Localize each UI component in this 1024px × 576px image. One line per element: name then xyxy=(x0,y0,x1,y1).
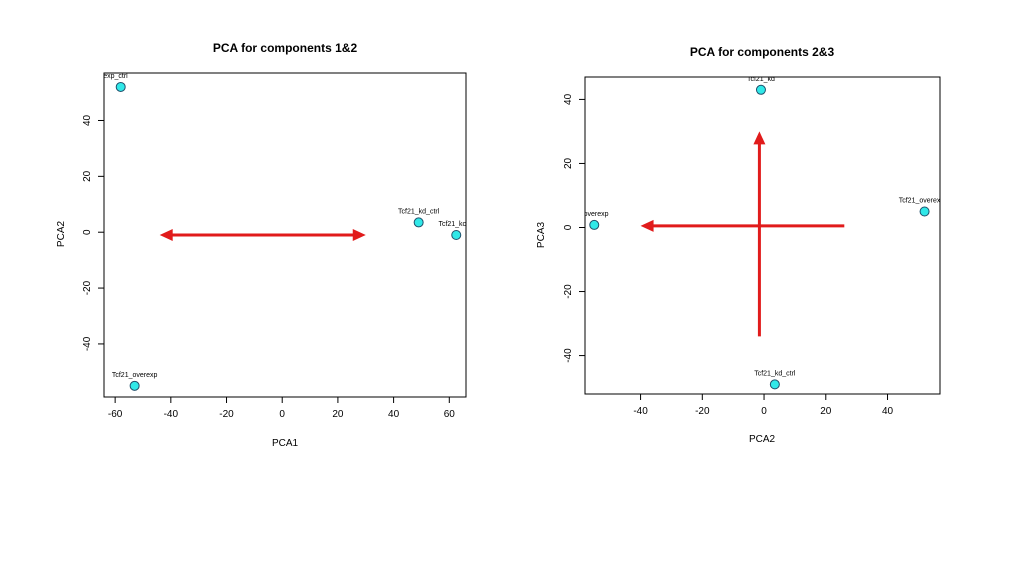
y-axis: -40 -20 0 20 40 xyxy=(563,93,585,363)
point-label: Tcf21_overex xyxy=(899,197,941,204)
point-labels: 21_overexp Tcf21_kd Tcf21_overex Tcf21_kd_c… xyxy=(572,76,941,377)
x-axis: -40 -20 0 20 40 xyxy=(633,394,894,417)
annotation-arrows xyxy=(640,131,845,337)
point-label: _overexp_ctrl xyxy=(85,73,128,80)
y-tick-label: 20 xyxy=(82,170,93,182)
pca-panel-2-3: PCA for components 2&3 PCA2 PCA3 -40 -20 0… xyxy=(536,45,941,445)
y-axis-label: PCA2 xyxy=(56,221,67,248)
pca-panel-1-2: PCA for components 1&2 PCA1 PCA2 -60 -40-… xyxy=(56,41,467,449)
plot-frame xyxy=(103,72,467,398)
data-point xyxy=(129,380,140,391)
x-tick-label: -40 xyxy=(164,409,179,420)
data-points xyxy=(115,81,462,391)
arrow-head xyxy=(352,229,366,241)
arrow-head xyxy=(753,131,766,145)
point-label: Tcf21_kd_ctrl xyxy=(754,370,796,377)
data-point xyxy=(589,219,600,230)
point-label: Tcf21_kd xyxy=(747,76,775,83)
y-axis-label: PCA3 xyxy=(536,222,547,249)
x-tick-label: -60 xyxy=(108,409,123,420)
y-tick-label: 40 xyxy=(563,93,574,105)
chart-title: PCA for components 2&3 xyxy=(690,45,835,59)
x-axis-label: PCA1 xyxy=(272,438,299,449)
data-point xyxy=(115,81,126,92)
x-axis: -60 -40 -20 0 20 40 60 xyxy=(108,397,455,420)
y-tick-label: 0 xyxy=(82,229,93,235)
x-axis-label: PCA2 xyxy=(749,434,776,445)
point-label: Tcf21_overexp xyxy=(112,372,158,379)
x-tick-label: 40 xyxy=(882,406,894,417)
data-points xyxy=(589,84,930,390)
y-tick-label: -40 xyxy=(563,348,574,363)
data-point xyxy=(919,206,930,217)
x-tick-label: 0 xyxy=(279,409,285,420)
y-tick-label: -40 xyxy=(82,336,93,351)
x-tick-label: 20 xyxy=(820,406,832,417)
point-label: 21_overexp xyxy=(572,211,609,218)
x-tick-label: -20 xyxy=(219,409,234,420)
data-point xyxy=(755,84,766,95)
y-axis: -40 -20 0 20 40 xyxy=(82,114,104,351)
data-point xyxy=(451,230,462,240)
point-labels: _overexp_ctrl Tcf21_overexp Tcf21_kd_ctrl T… xyxy=(85,73,466,379)
plot-frame xyxy=(584,76,941,395)
chart-title: PCA for components 1&2 xyxy=(213,41,358,55)
y-tick-label: -20 xyxy=(563,284,574,299)
y-tick-label: 0 xyxy=(563,224,574,230)
x-tick-label: -20 xyxy=(695,406,710,417)
annotation-arrows xyxy=(159,229,366,241)
x-tick-label: 40 xyxy=(388,409,400,420)
data-point xyxy=(769,379,780,390)
x-tick-label: 0 xyxy=(761,406,767,417)
arrow-head xyxy=(159,229,173,241)
x-tick-label: 60 xyxy=(444,409,456,420)
y-tick-label: -20 xyxy=(82,280,93,295)
point-label: Tcf21_kc xyxy=(438,221,466,228)
x-tick-label: 20 xyxy=(332,409,344,420)
y-tick-label: 20 xyxy=(563,157,574,169)
arrow-head xyxy=(640,219,654,232)
y-tick-label: 40 xyxy=(82,114,93,126)
x-tick-label: -40 xyxy=(633,406,648,417)
data-point xyxy=(413,217,424,228)
point-label: Tcf21_kd_ctrl xyxy=(398,208,440,215)
